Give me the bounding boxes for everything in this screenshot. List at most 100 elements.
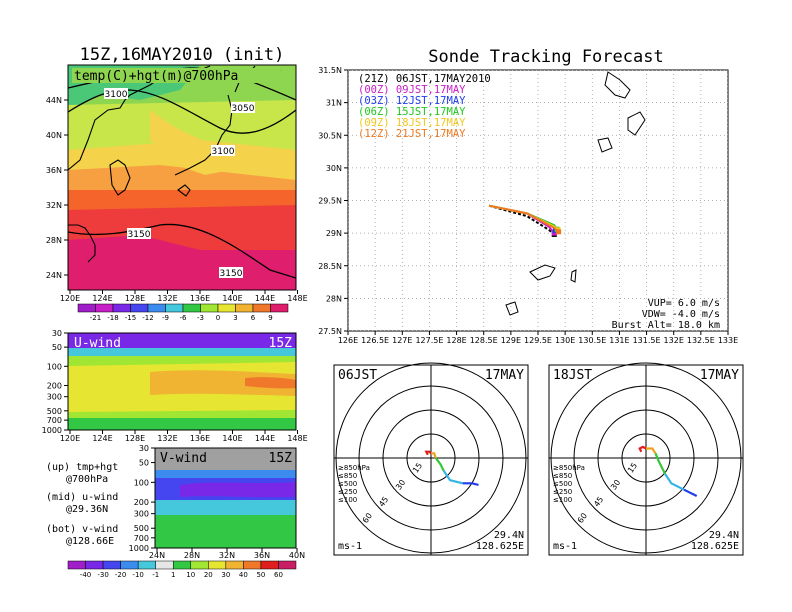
- lon-tick-label: 127.5E: [415, 336, 443, 345]
- pressure-tick-label: 700: [134, 534, 149, 543]
- lon-tick-label: 129.5E: [524, 336, 552, 345]
- lon-tick-label: 132E: [157, 434, 177, 443]
- colorbar-label: -15: [125, 314, 136, 322]
- forecast-title: Sonde Tracking Forecast: [428, 47, 663, 67]
- lon-tick-label: 144E: [255, 294, 275, 303]
- colorbar-label: -30: [97, 571, 108, 579]
- colorbar-swatch: [208, 560, 227, 570]
- colorbar-label: 10: [186, 571, 195, 579]
- lat-tick-label: 31.5N: [318, 66, 342, 75]
- colorbar-label: 3: [233, 314, 237, 322]
- map-lat-ticks: 44N 40N 36N 32N 28N 24N: [46, 96, 68, 280]
- hodograph-lat: 29.4N: [494, 530, 524, 541]
- pressure-legend: ≥850hPa: [338, 464, 370, 472]
- colorbar-label: 20: [204, 571, 213, 579]
- colorbar-swatch: [200, 303, 219, 313]
- pressure-legend: ≤850: [338, 472, 357, 480]
- left-title: 15Z,16MAY2010 (init): [80, 45, 285, 65]
- hodograph-lon: 128.625E: [476, 541, 524, 552]
- colorbar-label: 1: [171, 571, 175, 579]
- lat-tick-label: 24N: [149, 551, 165, 560]
- hodograph-lat: 29.4N: [709, 530, 739, 541]
- colorbar-swatch: [77, 303, 96, 313]
- pressure-legend: ≤100: [338, 496, 357, 504]
- colorbar-label: -1: [152, 571, 159, 579]
- pressure-legend: ≤850: [553, 472, 572, 480]
- lat-tick-label: 40N: [289, 551, 305, 560]
- lat-tick-label: 28N: [46, 236, 62, 245]
- lon-tick-label: 131.5E: [633, 336, 661, 345]
- lon-tick-label: 124E: [92, 434, 112, 443]
- hodograph-series-line: [683, 488, 698, 497]
- hodograph-time: 18JST: [553, 368, 592, 383]
- colorbar-label: -12: [142, 314, 153, 322]
- info-vup: VUP= 6.0 m/s: [648, 298, 720, 309]
- colorbar-label: 6: [251, 314, 256, 322]
- forecast-tracks: [488, 204, 562, 237]
- forecast-grid: [348, 70, 728, 331]
- lon-tick-label: 130.5E: [578, 336, 606, 345]
- colorbar-swatch: [217, 303, 236, 313]
- vwind-time: 15Z: [269, 451, 293, 466]
- colorbar-swatch: [165, 303, 184, 313]
- lat-tick-label: 32N: [46, 201, 62, 210]
- contour-label: 3150: [220, 269, 243, 279]
- lat-tick-label: 36N: [254, 551, 270, 560]
- legend-entry: (09Z) 18JST,17MAY: [358, 117, 466, 129]
- lon-tick-label: 128E: [125, 434, 145, 443]
- pressure-tick-label: 300: [134, 510, 149, 519]
- colorbar-swatch: [270, 303, 289, 313]
- uwind-lon-ticks: 120E 124E 128E 132E 136E 140E 144E 148E: [60, 430, 308, 443]
- hodograph-date: 17MAY: [700, 368, 739, 383]
- colorbar-label: -40: [80, 571, 91, 579]
- note-key: (up) tmp+hgt: [46, 462, 118, 473]
- colorbar-swatch: [95, 303, 114, 313]
- pressure-legend: ≤100: [553, 496, 572, 504]
- hodograph-time: 06JST: [338, 368, 377, 383]
- pressure-tick-label: 700: [47, 416, 62, 425]
- pressure-legend: ≤500: [338, 480, 357, 488]
- lat-tick-label: 24N: [46, 271, 62, 280]
- colorbar-label: 60: [274, 571, 283, 579]
- lon-tick-label: 148E: [287, 434, 307, 443]
- info-burst: Burst Alt= 18.0 km: [612, 320, 720, 331]
- wind-colorbar: -40 -30 -20 -10 -1 1 10 20 30 40 50 60: [67, 560, 297, 579]
- hodograph-unit: ms-1: [338, 541, 362, 552]
- pressure-tick-label: 1000: [42, 426, 62, 435]
- lon-tick-label: 132.5E: [687, 336, 715, 345]
- pressure-tick-label: 100: [134, 478, 149, 487]
- pressure-tick-label: 200: [47, 381, 62, 390]
- lon-tick-label: 132E: [157, 294, 177, 303]
- colorbar-label: -6: [180, 314, 188, 322]
- colorbar-label: 9: [268, 314, 272, 322]
- lon-tick-label: 120E: [60, 294, 80, 303]
- colorbar-swatch: [172, 560, 192, 570]
- colorbar-label: 30: [221, 571, 230, 579]
- pressure-tick-label: 50: [52, 343, 62, 352]
- hodograph-lon: 128.625E: [691, 541, 739, 552]
- pressure-tick-label: 100: [47, 362, 62, 371]
- lat-tick-label: 30.5N: [318, 131, 342, 140]
- lat-tick-label: 31N: [326, 99, 342, 108]
- lat-tick-label: 27.5N: [318, 327, 342, 336]
- temperature-field: [68, 65, 296, 290]
- pressure-tick-label: 300: [47, 393, 62, 402]
- pressure-tick-label: 500: [47, 407, 62, 416]
- hodograph-series-line: [646, 447, 657, 454]
- colorbar-swatch: [147, 303, 166, 313]
- pressure-tick-label: 500: [134, 524, 149, 533]
- hodograph-series-line: [431, 452, 437, 459]
- hodograph-series-line: [462, 482, 479, 486]
- lon-tick-label: 124E: [92, 294, 112, 303]
- hodograph-series-line: [638, 445, 647, 453]
- lon-tick-label: 136E: [190, 434, 210, 443]
- lon-tick-label: 128E: [125, 294, 145, 303]
- lat-tick-label: 28.5N: [318, 262, 342, 271]
- lat-tick-label: 28N: [326, 294, 342, 303]
- uwind-field: [68, 333, 296, 430]
- lon-tick-label: 129E: [501, 336, 521, 345]
- lon-tick-label: 131E: [609, 336, 629, 345]
- panel-notes: (up) tmp+hgt @700hPa (mid) u-wind @29.36…: [46, 462, 118, 547]
